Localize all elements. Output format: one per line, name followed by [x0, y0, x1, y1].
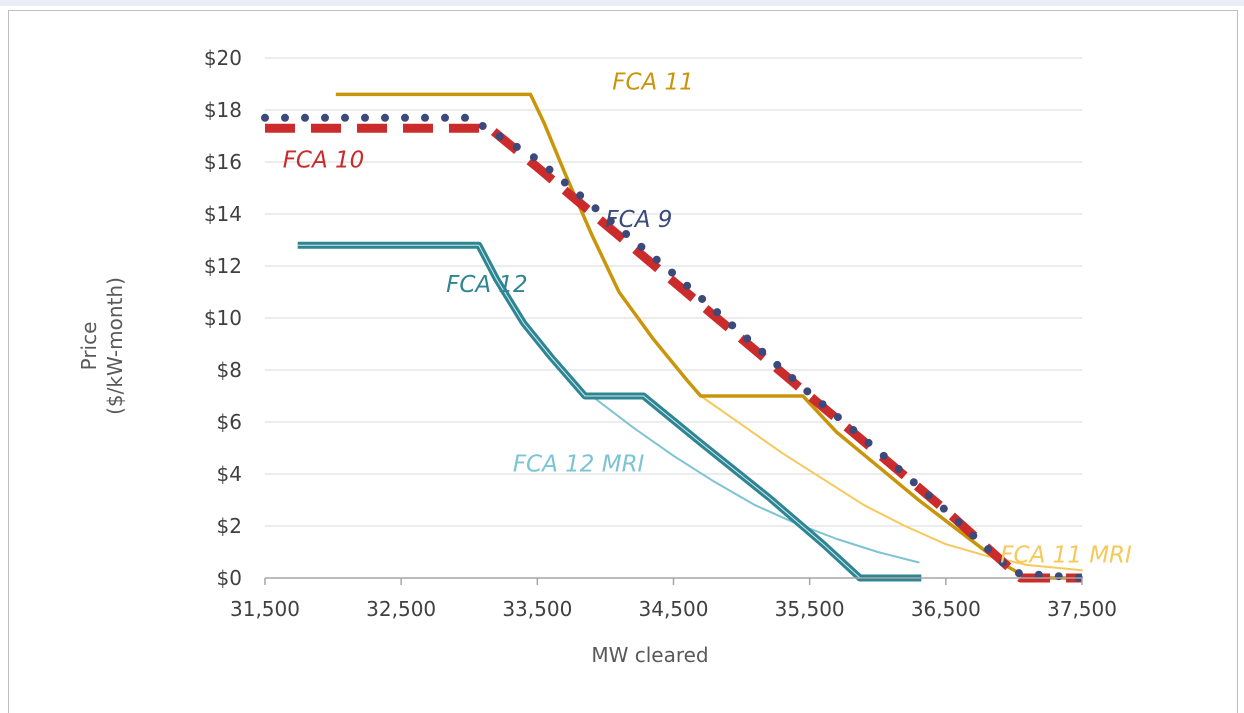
- y-tick-label: $16: [204, 150, 242, 174]
- series-label-fca-9: FCA 9: [605, 207, 672, 233]
- series-lines: [261, 92, 1086, 583]
- series-label-fca-12-mri: FCA 12 MRI: [513, 452, 645, 478]
- y-tick-label: $14: [204, 202, 242, 226]
- y-axis-label: Price ($/kW-month): [77, 277, 127, 415]
- axes: $0 $2 $4 $6 $8 $10 $12 $14 $16 $18 $20 31,500 32,500…: [204, 46, 1117, 621]
- y-tick-label: $20: [204, 46, 242, 70]
- x-tick-label: 32,500: [366, 597, 436, 621]
- x-tick-label: 35,500: [775, 597, 845, 621]
- y-tick-label: $10: [204, 306, 242, 330]
- y-tick-label: $0: [217, 566, 242, 590]
- series-label-fca-12: FCA 12: [446, 272, 528, 298]
- series-label-fca-10: FCA 10: [283, 147, 365, 173]
- y-tick-label: $8: [217, 358, 242, 382]
- series-line-fca-9: [261, 113, 1086, 582]
- y-axis-label-line1: Price: [77, 322, 101, 371]
- x-tick-label: 34,500: [639, 597, 709, 621]
- series-line-fca-11: [335, 92, 1082, 580]
- y-tick-label: $4: [217, 462, 242, 486]
- series-line-highlight-fca-12: [297, 244, 922, 579]
- x-tick-label: 37,500: [1047, 597, 1117, 621]
- series-line-fca-10: [265, 123, 1082, 583]
- series-label-fca-11-mri: FCA 11 MRI: [1000, 543, 1132, 569]
- x-tick-label: 36,500: [911, 597, 981, 621]
- x-tick-label: 33,500: [502, 597, 572, 621]
- chart-frame: [8, 10, 1238, 713]
- gridlines: [265, 57, 1082, 527]
- series-label-fca-11: FCA 11: [612, 69, 694, 95]
- series-labels: FCA 11 FCA 10 FCA 9 FCA 12 FCA 12 MRI FCA 11 …: [283, 69, 1132, 568]
- y-tick-label: $12: [204, 254, 242, 278]
- y-tick-label: $6: [217, 410, 242, 434]
- x-tick-label: 31,500: [230, 597, 300, 621]
- top-strip: [0, 0, 1244, 6]
- y-axis-label-line2: ($/kW-month): [103, 277, 127, 415]
- y-tick-label: $18: [204, 98, 242, 122]
- x-axis-label: MW cleared: [591, 643, 708, 667]
- y-tick-label: $2: [217, 514, 242, 538]
- series-line-fca-12-mri: [590, 395, 920, 564]
